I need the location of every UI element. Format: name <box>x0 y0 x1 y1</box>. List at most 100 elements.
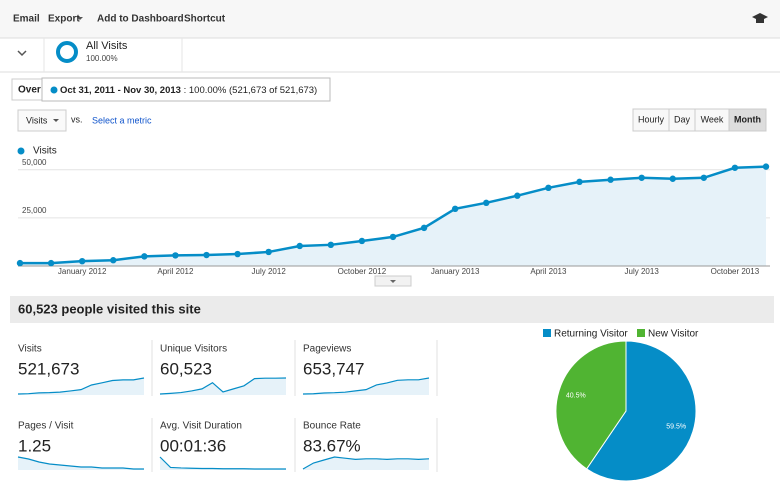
sparkline-area <box>160 378 286 395</box>
x-tick-label: July 2013 <box>625 267 660 276</box>
pie-label: 59.5% <box>666 423 686 430</box>
toolbar-item[interactable]: Add to Dashboard <box>97 14 184 25</box>
point <box>47 259 55 267</box>
tooltip-text: Oct 31, 2011 - Nov 30, 2013 : 100.00% (5… <box>60 85 317 96</box>
select-metric[interactable]: Select a metric <box>92 115 152 125</box>
sparkline <box>159 456 286 470</box>
legend-label: Visits <box>33 146 57 157</box>
sparkline-area <box>160 457 286 470</box>
cap-icon <box>752 13 768 23</box>
point <box>389 233 397 241</box>
metric-value: 1.25 <box>18 436 51 455</box>
y-tick-label: 25,000 <box>22 206 47 215</box>
tooltip-dates: Oct 31, 2011 - Nov 30, 2013 <box>60 85 181 96</box>
point <box>203 251 210 259</box>
pie-slice <box>555 340 627 470</box>
point <box>700 174 708 181</box>
toolbar-item[interactable]: Shortcut <box>184 14 226 25</box>
tooltip-dot <box>50 86 58 94</box>
legend-label: Returning Visitor <box>554 329 628 340</box>
x-tick-label: July 2012 <box>252 267 287 276</box>
metric-value: 00:01:36 <box>160 436 226 455</box>
point <box>141 253 148 260</box>
sparkline <box>302 377 430 395</box>
granularity-label[interactable]: Month <box>734 114 761 124</box>
y-tick-label: 50,000 <box>22 158 47 167</box>
granularity-label[interactable]: Week <box>701 114 724 124</box>
x-tick-label: October 2012 <box>338 267 387 276</box>
area <box>20 166 766 266</box>
granularity-label[interactable]: Hourly <box>638 114 665 124</box>
metric-name: Pages / Visit <box>18 421 74 432</box>
point <box>265 248 272 256</box>
legend-label: New Visitor <box>648 329 699 340</box>
legend-swatch <box>543 329 551 337</box>
granularity-label[interactable]: Day <box>674 114 691 124</box>
pie-label: 40.5% <box>566 392 586 399</box>
point <box>451 205 459 212</box>
summary-bar <box>10 296 774 323</box>
segment-percent: 100.00% <box>86 54 118 63</box>
tooltip <box>41 77 331 102</box>
x-tick-label: April 2012 <box>157 267 194 276</box>
toolbar-item[interactable]: Email <box>13 14 40 25</box>
sparkline-area <box>18 457 144 470</box>
point <box>607 176 614 183</box>
sparkline <box>17 377 145 395</box>
metric-name: Bounce Rate <box>303 421 361 432</box>
point <box>638 174 645 181</box>
sparkline <box>302 456 430 470</box>
metric-value: 83.67% <box>303 436 361 455</box>
metric-name: Unique Visitors <box>160 344 227 355</box>
sparkline-area <box>18 378 144 395</box>
point <box>172 252 179 259</box>
segment-toggle[interactable] <box>17 50 27 57</box>
sparkline <box>159 377 287 395</box>
summary-title: 60,523 people visited this site <box>18 301 201 316</box>
metric-name: Avg. Visit Duration <box>160 421 242 432</box>
point <box>234 250 241 258</box>
point <box>576 178 583 186</box>
pie-slice <box>585 340 697 482</box>
x-tick-label: April 2013 <box>530 267 567 276</box>
resize-arrow <box>390 280 396 283</box>
metric-value: 521,673 <box>18 359 79 378</box>
segment-icon <box>56 41 78 63</box>
sparkline-area <box>303 457 429 470</box>
granularity-button[interactable] <box>728 108 767 132</box>
metric-name: Visits <box>18 344 42 355</box>
metric-dropdown[interactable] <box>17 109 67 132</box>
x-tick-label: January 2012 <box>58 267 107 276</box>
point <box>420 224 428 232</box>
dropdown-arrow <box>77 17 83 20</box>
segment-name: All Visits <box>86 40 128 52</box>
point <box>296 242 303 250</box>
sparkline-area <box>303 378 429 395</box>
point <box>358 237 366 245</box>
vs-label: vs. <box>71 114 83 124</box>
dropdown-arrow <box>53 119 59 122</box>
point <box>78 257 86 265</box>
legend-marker <box>17 147 25 155</box>
separators <box>151 340 438 472</box>
point <box>514 192 521 199</box>
toolbar-item[interactable]: Export <box>48 14 80 25</box>
metric-label[interactable]: Visits <box>26 115 48 125</box>
point <box>731 164 739 171</box>
tab-label[interactable]: Over <box>18 85 41 96</box>
metric-value: 60,523 <box>160 359 212 378</box>
point <box>545 184 552 192</box>
point <box>327 241 335 249</box>
point <box>110 257 117 264</box>
point <box>483 199 490 207</box>
point <box>762 163 770 170</box>
tooltip-value: : 100.00% (521,673 of 521,673) <box>184 85 318 96</box>
metric-name: Pageviews <box>303 344 351 355</box>
toolbar <box>0 0 780 38</box>
point <box>16 259 24 267</box>
legend-swatch <box>637 329 645 337</box>
sparkline <box>17 456 144 470</box>
metric-value: 653,747 <box>303 359 364 378</box>
x-tick-label: October 2013 <box>711 267 760 276</box>
